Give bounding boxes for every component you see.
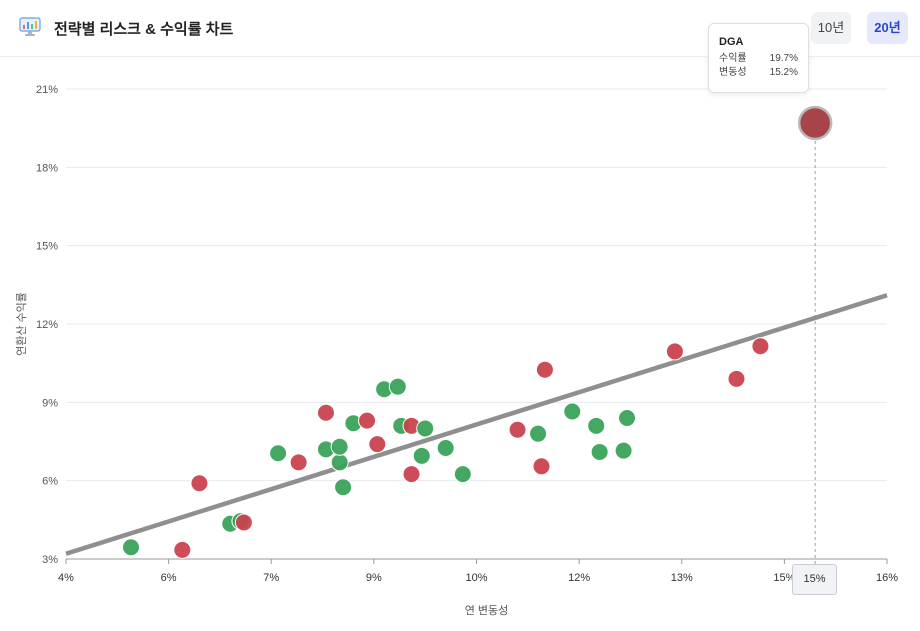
data-point (508, 420, 527, 439)
x-tick-label: 6% (161, 572, 177, 584)
y-tick-label: 3% (42, 554, 58, 566)
data-point (727, 369, 746, 388)
data-point (334, 478, 353, 497)
data-point (121, 538, 140, 557)
tooltip-return-label: 수익률 (719, 53, 747, 64)
x-tick-label: 12% (568, 572, 590, 584)
data-point (614, 441, 633, 460)
range-20y-button[interactable]: 20년 (867, 12, 908, 44)
x-tick-label: 9% (366, 572, 382, 584)
data-point (618, 409, 637, 427)
data-point (751, 337, 770, 356)
trend-line (65, 293, 888, 556)
point-tooltip: DGA 수익률 19.7% 변동성 15.2% (708, 23, 809, 93)
tooltip-vol-value: 15.2% (769, 67, 798, 78)
tooltip-return-row: 수익률 19.7% (719, 52, 798, 66)
scatter-chart: 3% 6% 9% 12% 15% 18% 21% 4% 6% 7% 9% 10% 12% 13% 15% 16… (15, 84, 898, 617)
data-point (388, 377, 407, 396)
page-title: 전략별 리스크 & 수익률 차트 (54, 21, 234, 38)
tooltip-name: DGA (719, 36, 744, 48)
x-tick-label: 10% (465, 572, 487, 584)
tooltip-vol-label: 변동성 (719, 67, 747, 78)
x-tick-label: 4% (58, 572, 74, 584)
data-point (358, 411, 377, 430)
data-point (368, 435, 387, 454)
y-tick-label: 15% (36, 241, 58, 253)
y-tick-label: 9% (42, 397, 58, 409)
data-point (412, 446, 431, 465)
data-point (316, 403, 335, 422)
data-point (416, 419, 435, 438)
x-tick-label: 7% (263, 572, 279, 584)
y-tick-label: 12% (36, 319, 58, 331)
data-point (330, 453, 349, 472)
data-point (402, 465, 421, 484)
x-tick-label: 16% (876, 572, 898, 584)
data-point (532, 457, 551, 476)
range-10y-button[interactable]: 10년 (811, 12, 851, 44)
y-tick-label: 18% (36, 162, 58, 174)
data-point (453, 465, 472, 484)
data-point-highlight (797, 105, 833, 141)
data-point (665, 342, 684, 361)
x-tick-label: 13% (671, 572, 693, 584)
data-point (587, 416, 606, 435)
tooltip-return-value: 19.7% (769, 53, 798, 64)
data-point (234, 513, 253, 532)
x-tick-label: 15% (773, 572, 795, 584)
data-point (436, 439, 455, 458)
data-point (590, 442, 609, 461)
x-axis-title: 연 변동성 (465, 604, 509, 617)
data-point (269, 444, 288, 463)
data-point (190, 474, 209, 493)
data-point (289, 453, 308, 472)
y-axis-title: 연환산 수익률 (15, 292, 28, 356)
y-tick-label: 6% (42, 476, 58, 488)
crosshair-x-label: 15% (792, 564, 837, 595)
tooltip-vol-row: 변동성 15.2% (719, 66, 798, 80)
monitor-chart-icon (19, 17, 41, 36)
data-point (330, 437, 349, 456)
data-point (173, 540, 192, 559)
data-point (529, 424, 548, 443)
data-point (535, 360, 554, 379)
y-tick-label: 21% (36, 84, 58, 96)
data-point (563, 402, 582, 421)
